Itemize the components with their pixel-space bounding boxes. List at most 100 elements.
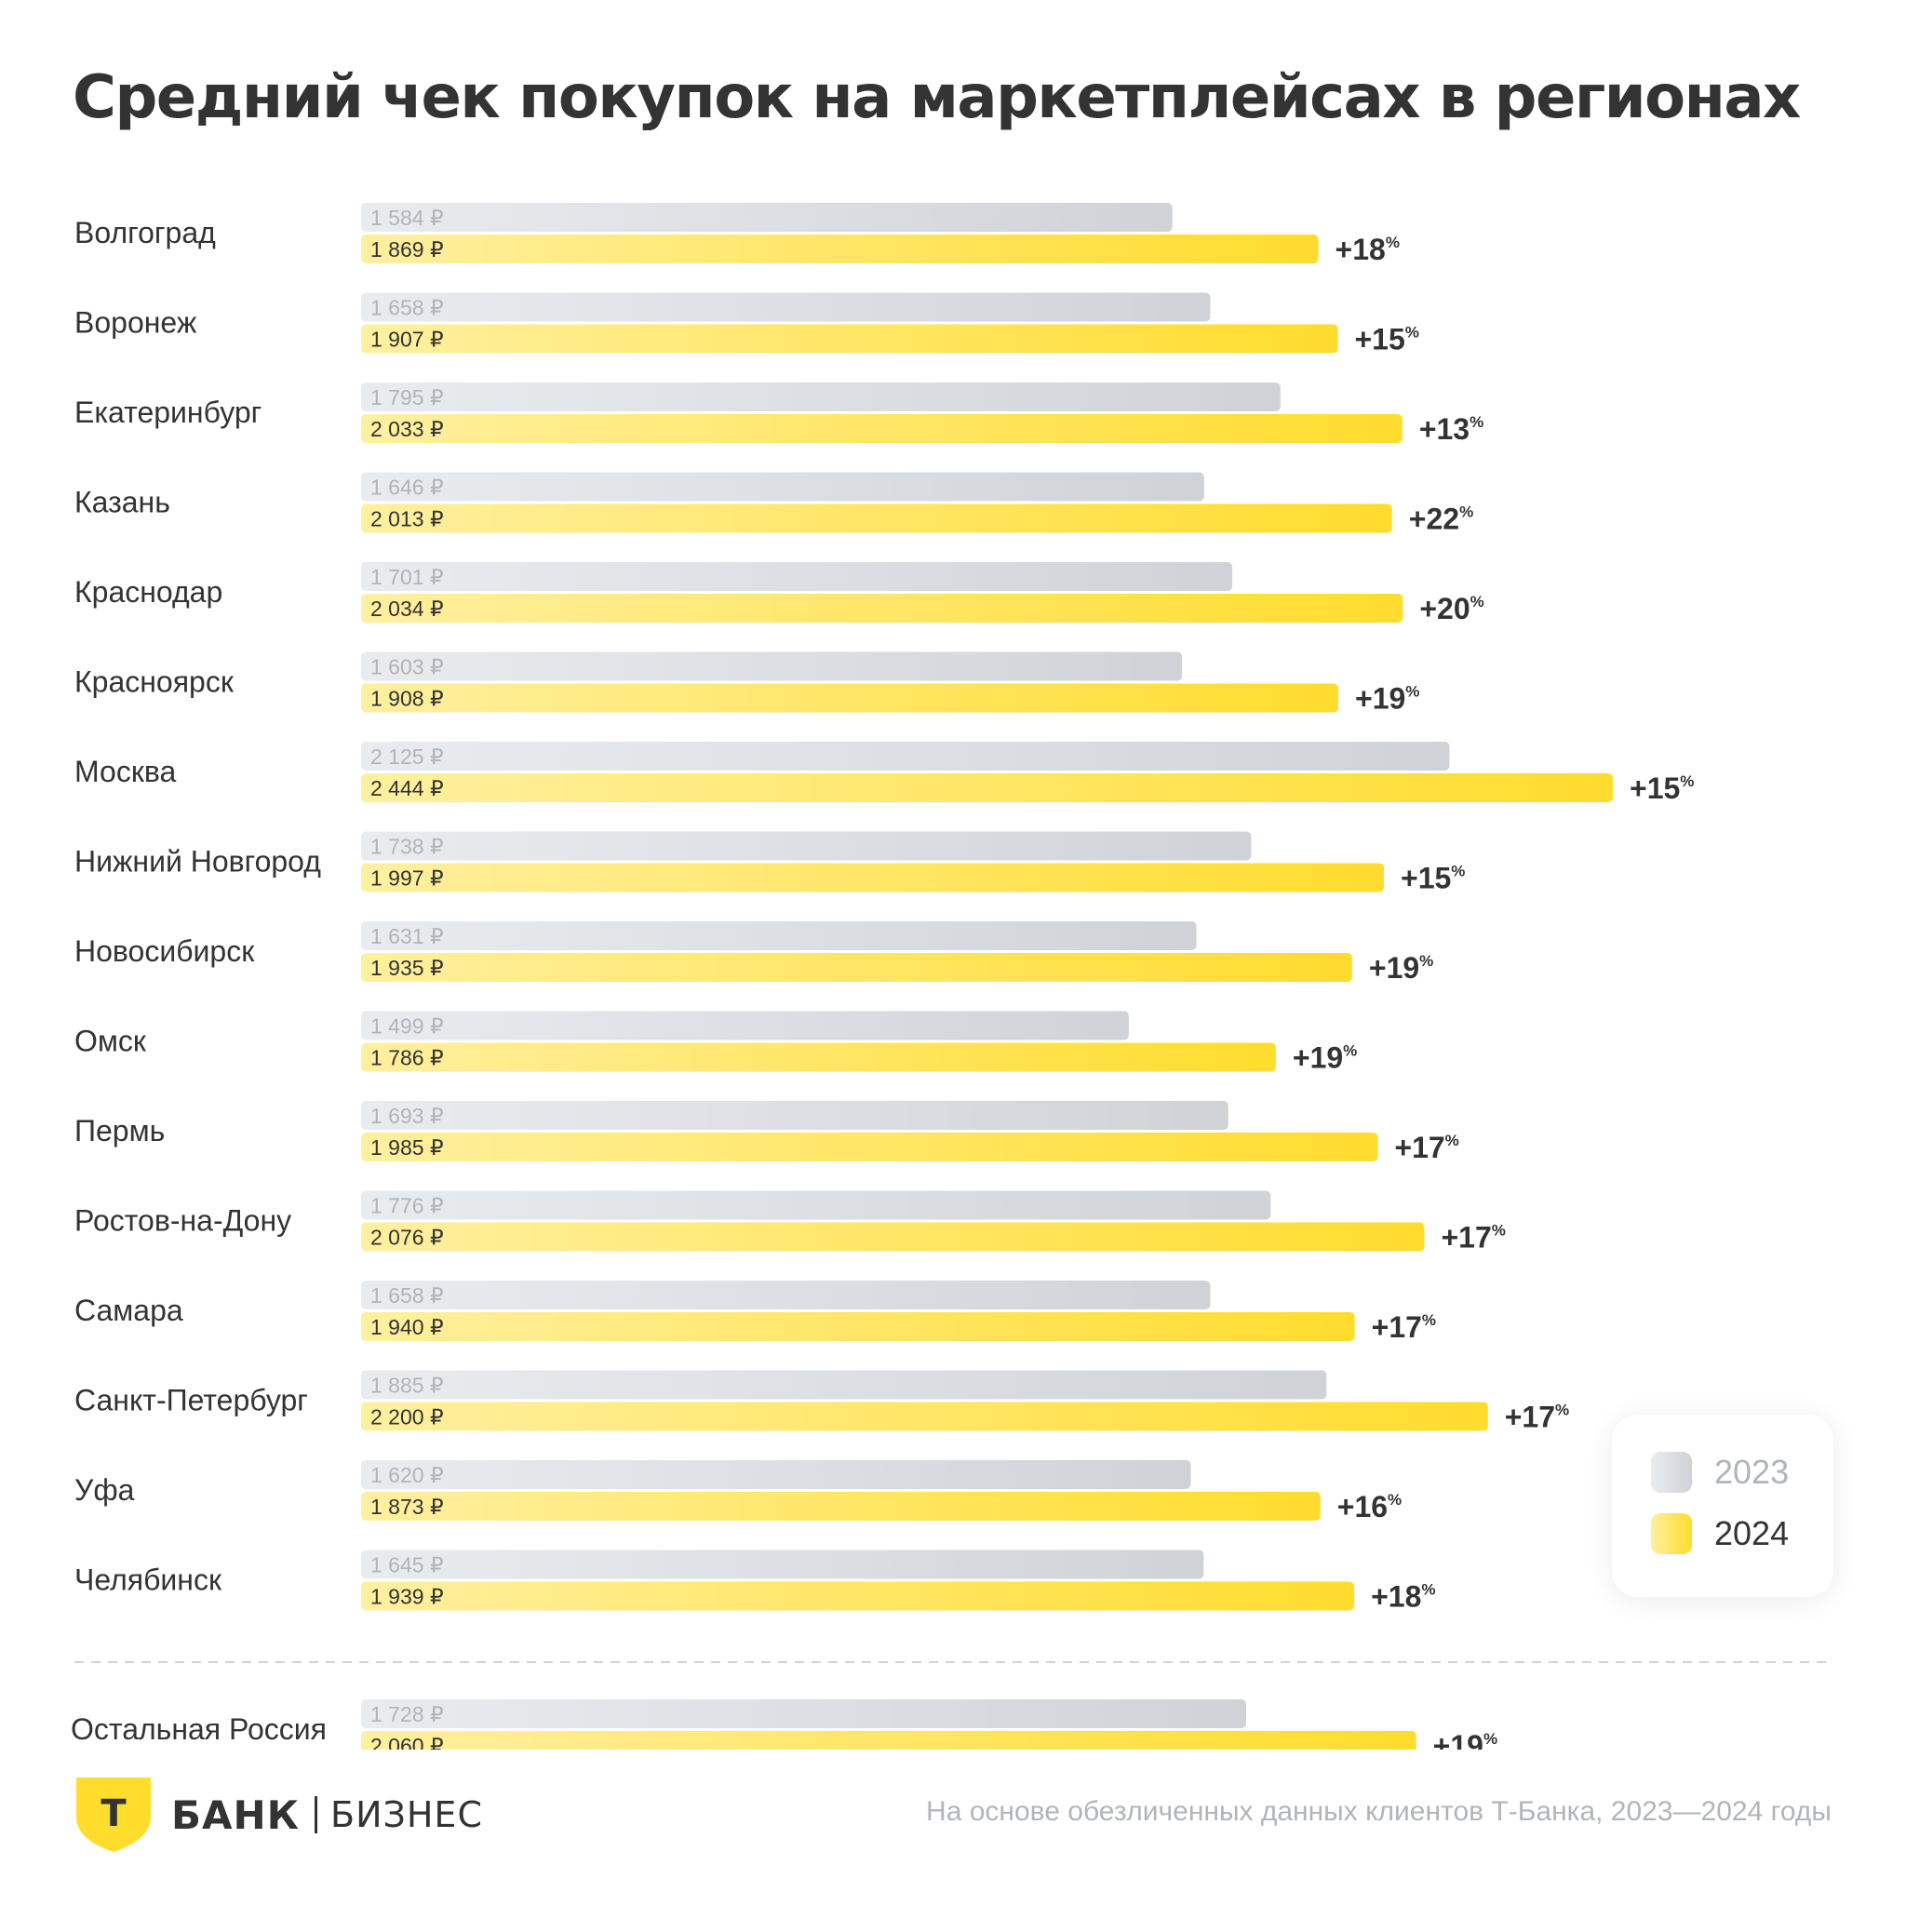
bar-2023: [361, 651, 1183, 681]
growth-percent-sign: %: [1680, 772, 1694, 790]
legend-swatch-2024: [1651, 1513, 1692, 1554]
bar-chart: Волгоград 1 584 ₽ 1 869 ₽ +18% Воронеж 1 658 …: [71, 203, 1833, 1750]
bar-value-2024: 1 786 ₽: [370, 1046, 444, 1070]
region-label: Самара: [74, 1294, 183, 1327]
bar-2023: [361, 203, 1173, 232]
bar-2023: [361, 1190, 1271, 1220]
growth-percent-sign: %: [1386, 234, 1400, 251]
bar-value-2024: 1 939 ₽: [370, 1585, 444, 1609]
bar-2023: [361, 1550, 1204, 1579]
growth-label: +16%: [1337, 1490, 1402, 1523]
bar-2024: [361, 1042, 1276, 1072]
bar-2024: [361, 1731, 1416, 1750]
region-label: Краснодар: [74, 575, 222, 609]
bar-value-2023: 2 125 ₽: [370, 745, 444, 769]
logo-divider: [315, 1796, 317, 1833]
growth-percent-sign: %: [1445, 1132, 1459, 1149]
growth-label: +19%: [1433, 1729, 1497, 1750]
svg-text:Т: Т: [101, 1792, 127, 1835]
bar-2023: [361, 472, 1204, 502]
bar-2024: [361, 863, 1385, 892]
growth-label: +22%: [1409, 503, 1473, 536]
legend-item-2024: 2024: [1651, 1513, 1789, 1554]
bar-2024: [361, 953, 1352, 982]
bar-value-2024: 1 935 ₽: [370, 956, 444, 980]
growth-label: +17%: [1505, 1401, 1569, 1434]
growth-label: +17%: [1441, 1221, 1505, 1254]
bar-2024: [361, 1312, 1355, 1341]
bar-2024: [361, 324, 1338, 354]
bar-value-2023: 1 620 ₽: [370, 1463, 444, 1487]
growth-percent-sign: %: [1451, 863, 1465, 880]
bar-value-2023: 1 631 ₽: [370, 924, 444, 948]
region-label: Новосибирск: [74, 934, 255, 968]
bar-value-2024: 1 907 ₽: [370, 328, 444, 352]
region-label: Санкт-Петербург: [74, 1384, 308, 1417]
bar-value-2023: 1 795 ₽: [370, 385, 444, 409]
bar-value-2023: 1 584 ₽: [370, 206, 444, 230]
logo-sub-text: БИЗНЕС: [330, 1794, 483, 1835]
bar-2023: [361, 921, 1197, 950]
legend-label-2024: 2024: [1714, 1514, 1790, 1552]
region-label: Ростов-на-Дону: [74, 1204, 291, 1238]
growth-label: +15%: [1401, 862, 1465, 895]
source-note: На основе обезличенных данных клиентов Т…: [926, 1796, 1832, 1827]
legend-label-2023: 2023: [1714, 1453, 1790, 1491]
bar-2024: [361, 1133, 1378, 1161]
bar-value-2023: 1 701 ₽: [370, 565, 444, 589]
growth-percent-sign: %: [1459, 503, 1473, 521]
region-label: Челябинск: [74, 1563, 222, 1597]
growth-label: +17%: [1394, 1131, 1458, 1164]
bar-value-2023: 1 738 ₽: [370, 835, 444, 859]
growth-label: +20%: [1419, 592, 1483, 625]
bar-2024: [361, 773, 1613, 802]
bar-value-2024: 2 033 ₽: [370, 417, 444, 441]
growth-percent-sign: %: [1483, 1730, 1497, 1748]
bar-value-2024: 1 869 ₽: [370, 237, 444, 262]
bar-2024: [361, 1402, 1488, 1431]
bar-2023: [361, 1460, 1191, 1489]
growth-percent-sign: %: [1405, 324, 1419, 342]
bar-value-2023: 1 728 ₽: [370, 1702, 444, 1726]
bar-value-2024: 2 444 ₽: [370, 776, 444, 800]
region-label: Нижний Новгород: [74, 845, 321, 879]
growth-label: +19%: [1355, 682, 1419, 716]
growth-percent-sign: %: [1405, 683, 1419, 701]
bar-2023: [361, 292, 1211, 322]
bar-2024: [361, 235, 1319, 263]
bar-value-2023: 1 658 ₽: [370, 296, 444, 320]
bar-value-2023: 1 693 ₽: [370, 1104, 444, 1128]
bar-value-2024: 2 076 ₽: [370, 1226, 444, 1250]
growth-percent-sign: %: [1555, 1402, 1569, 1419]
growth-label: +19%: [1369, 951, 1433, 985]
bar-value-2024: 1 997 ₽: [370, 866, 444, 891]
growth-percent-sign: %: [1343, 1042, 1357, 1060]
bar-2024: [361, 414, 1403, 443]
growth-label: +19%: [1293, 1041, 1357, 1075]
growth-label: +18%: [1371, 1580, 1435, 1614]
bar-2024: [361, 1222, 1425, 1252]
bar-2024: [361, 683, 1339, 713]
bar-value-2023: 1 658 ₽: [370, 1283, 444, 1308]
growth-label: +17%: [1372, 1310, 1436, 1344]
bar-value-2024: 2 013 ₽: [370, 507, 444, 531]
bar-2023: [361, 742, 1450, 771]
bar-value-2024: 1 940 ₽: [370, 1315, 444, 1339]
bar-value-2023: 1 646 ₽: [370, 476, 444, 500]
bar-2023: [361, 1699, 1246, 1728]
region-label: Волгоград: [74, 216, 216, 249]
growth-percent-sign: %: [1388, 1491, 1402, 1509]
region-label: Уфа: [74, 1473, 135, 1507]
growth-percent-sign: %: [1492, 1222, 1506, 1240]
page-title: Средний чек покупок на маркетплейсах в р…: [73, 63, 1801, 132]
bar-value-2024: 2 200 ₽: [370, 1405, 444, 1429]
growth-percent-sign: %: [1470, 413, 1483, 431]
bar-value-2023: 1 499 ₽: [370, 1014, 444, 1039]
chart-legend: 2023 2024: [1612, 1415, 1833, 1597]
growth-label: +15%: [1354, 323, 1418, 356]
bar-2023: [361, 1370, 1327, 1400]
region-label: Москва: [74, 755, 176, 788]
bar-value-2024: 1 873 ₽: [370, 1495, 444, 1519]
bar-value-2023: 1 603 ₽: [370, 655, 444, 679]
growth-percent-sign: %: [1419, 952, 1433, 970]
